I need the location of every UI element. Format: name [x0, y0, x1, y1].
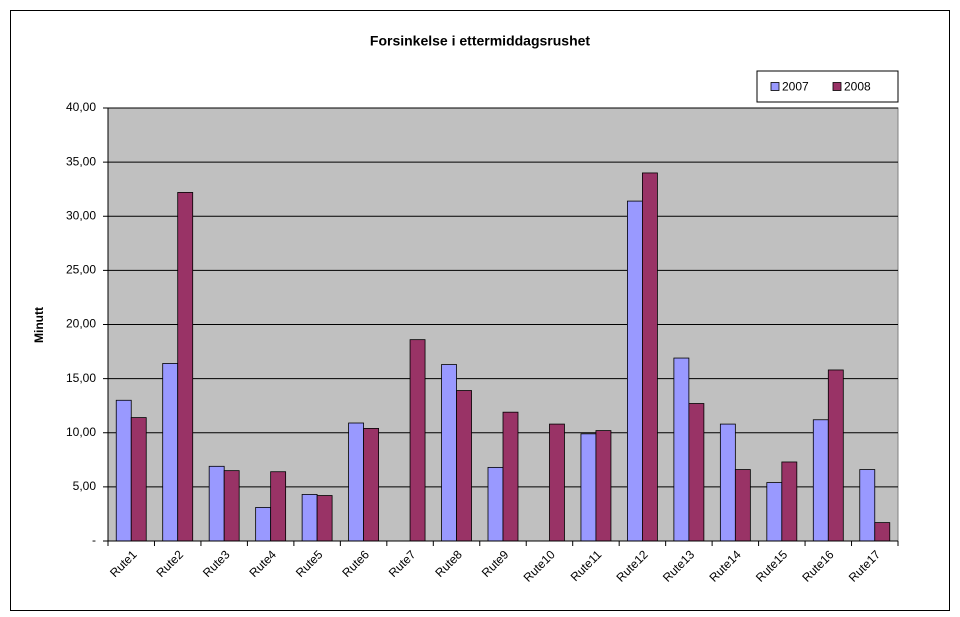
- bar: [673, 357, 690, 542]
- legend-box: [756, 70, 899, 103]
- y-tick-label: 10,00: [66, 425, 96, 439]
- bar: [859, 469, 876, 542]
- y-tick-label: 40,00: [66, 100, 96, 114]
- bar: [502, 411, 519, 542]
- bar: [255, 507, 272, 542]
- bar: [409, 339, 426, 542]
- y-tick-label: 30,00: [66, 208, 96, 222]
- y-tick-label: 25,00: [66, 263, 96, 277]
- bar: [162, 363, 179, 542]
- y-tick-label: 15,00: [66, 371, 96, 385]
- bar: [223, 470, 240, 542]
- legend-swatch: [770, 82, 780, 91]
- bar: [549, 423, 565, 542]
- bar: [874, 522, 891, 542]
- bar: [595, 430, 612, 542]
- bar: [719, 423, 736, 542]
- y-tick-label: -: [92, 533, 96, 547]
- legend-swatch: [832, 82, 842, 91]
- bar: [208, 465, 225, 542]
- bar: [301, 494, 318, 542]
- bar: [766, 482, 783, 542]
- bar: [734, 469, 751, 542]
- bar: [363, 428, 379, 542]
- bar: [177, 192, 194, 542]
- y-tick-label: 5,00: [73, 479, 97, 493]
- y-tick-label: 35,00: [66, 154, 96, 168]
- bar: [627, 200, 643, 542]
- bar: [781, 461, 798, 542]
- bar: [812, 419, 829, 542]
- legend-label: 2008: [844, 80, 871, 94]
- bar: [642, 172, 658, 542]
- bar: [130, 417, 147, 542]
- chart-title: Forsinkelse i ettermiddagsrushet: [370, 33, 591, 49]
- bar: [316, 495, 333, 542]
- bar: [827, 369, 844, 542]
- bar: [270, 471, 287, 542]
- bar: [487, 466, 504, 542]
- bar: [456, 390, 472, 542]
- bar: [115, 399, 132, 542]
- bar: [348, 422, 364, 542]
- y-axis-title: Minutt: [32, 307, 46, 343]
- legend-label: 2007: [782, 80, 809, 94]
- bar: [441, 364, 457, 542]
- bar: [688, 403, 705, 542]
- bar: [580, 433, 597, 542]
- y-tick-label: 20,00: [66, 317, 96, 331]
